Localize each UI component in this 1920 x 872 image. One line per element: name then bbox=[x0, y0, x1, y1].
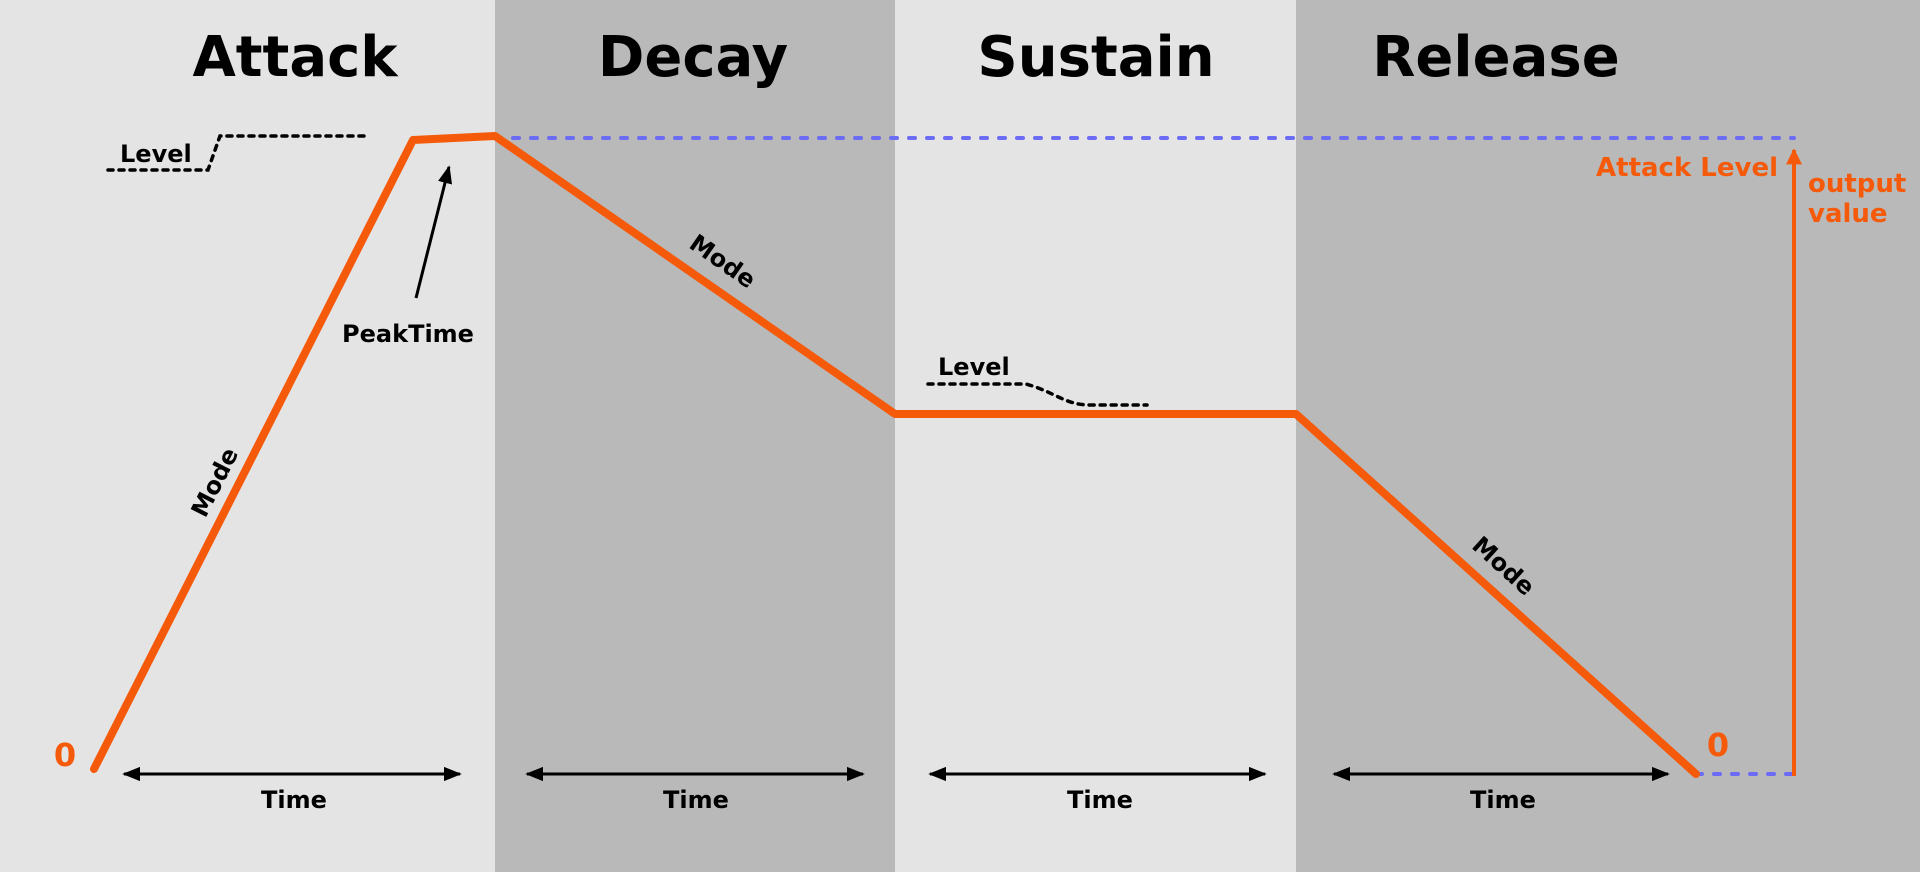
sustain-level-label: Level bbox=[938, 353, 1010, 381]
sustain-title: Sustain bbox=[977, 25, 1214, 90]
decay-band bbox=[495, 0, 895, 872]
zero-label-start: 0 bbox=[54, 736, 76, 774]
release-time-label: Time bbox=[1470, 786, 1536, 814]
sustain-band bbox=[895, 0, 1296, 872]
attack-level-guide bbox=[106, 134, 367, 172]
peak-time-arrow bbox=[414, 165, 453, 299]
attack-time-label: Time bbox=[261, 786, 327, 814]
peak-time-label: PeakTime bbox=[342, 320, 474, 348]
release-title: Release bbox=[1372, 25, 1619, 90]
decay-time-label: Time bbox=[663, 786, 729, 814]
output-value-label-line2: value bbox=[1808, 199, 1888, 229]
sustain-time-label: Time bbox=[1067, 786, 1133, 814]
attack-title: Attack bbox=[192, 25, 399, 90]
zero-label-end: 0 bbox=[1707, 726, 1729, 764]
sustain-level-guide bbox=[926, 382, 1149, 407]
release-band bbox=[1296, 0, 1920, 872]
decay-title: Decay bbox=[598, 25, 788, 90]
envelope-curve bbox=[90, 132, 1700, 778]
attack-level-value-label: Attack Level bbox=[1596, 153, 1778, 183]
output-value-label-line1: output bbox=[1808, 169, 1906, 199]
attack-level-label: Level bbox=[120, 140, 192, 168]
